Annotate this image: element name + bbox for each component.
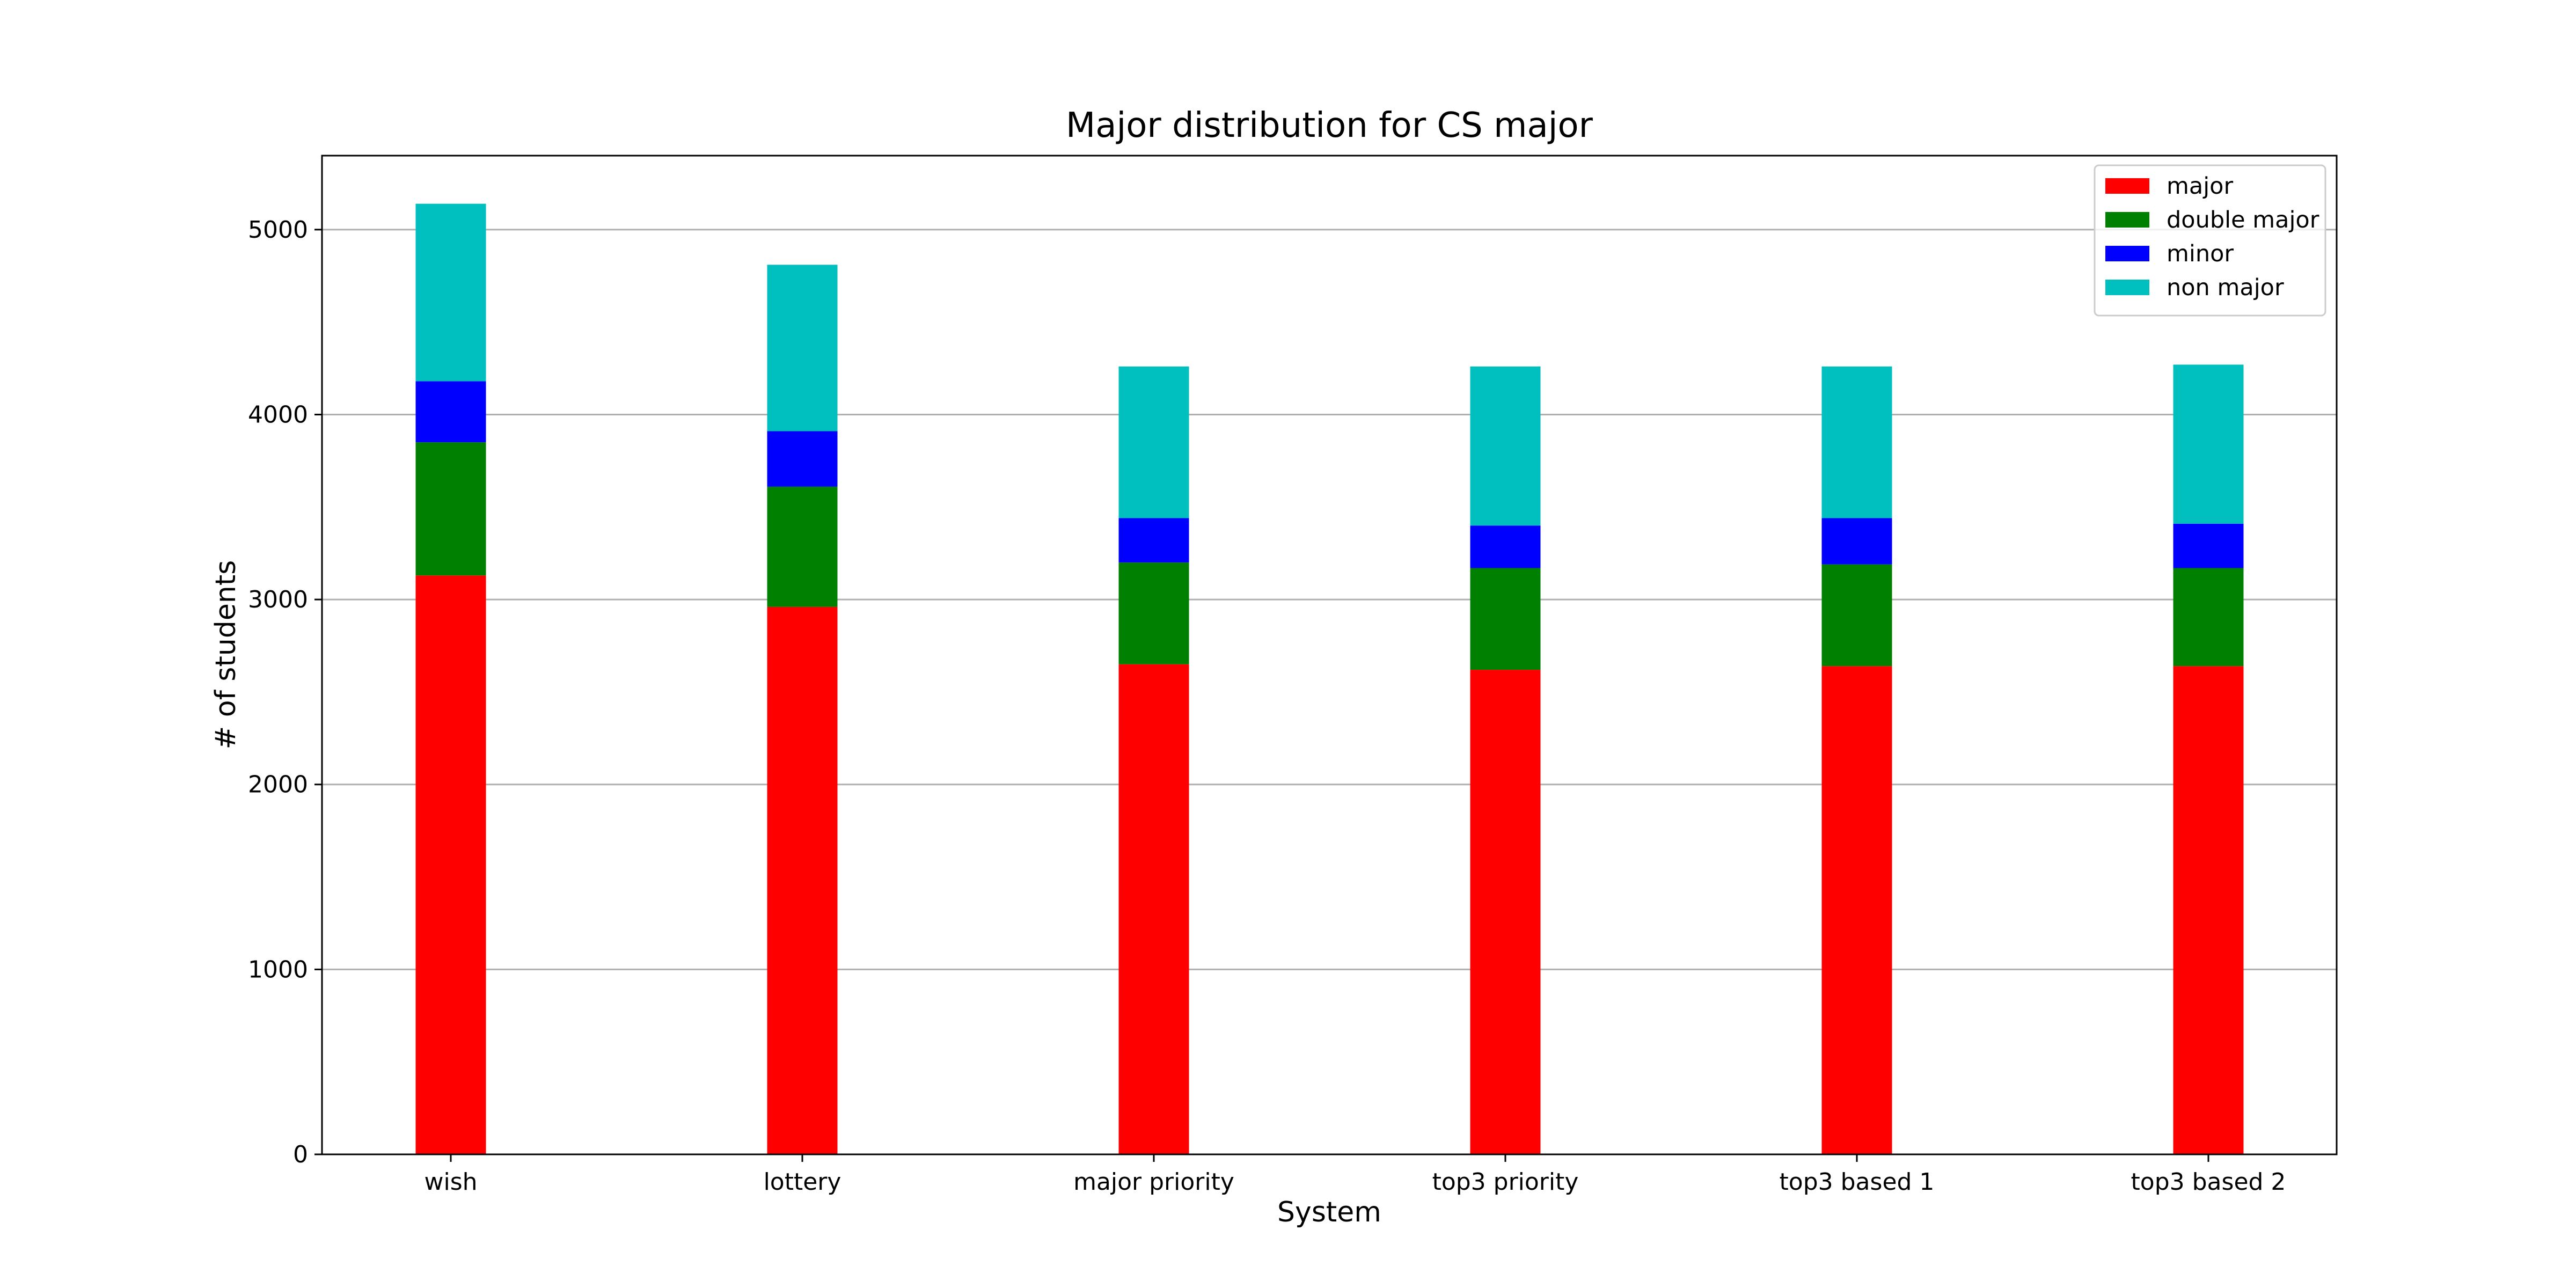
- bar-minor-4: [1821, 518, 1892, 565]
- bar-minor-0: [415, 381, 486, 443]
- bar-minor-1: [767, 431, 838, 487]
- legend-swatch-major: [2105, 178, 2149, 194]
- bar-major-2: [1118, 664, 1189, 1154]
- bar-non-major-2: [1118, 366, 1189, 518]
- bar-non-major-5: [2173, 364, 2244, 524]
- bar-major-4: [1821, 666, 1892, 1154]
- bar-major-5: [2173, 666, 2244, 1154]
- bar-double-major-2: [1118, 562, 1189, 664]
- y-axis: 0 1000 2000 3000 4000 5000: [248, 216, 322, 1168]
- legend-box: [2094, 164, 2326, 317]
- x-axis-label: System: [1277, 1196, 1381, 1228]
- x-tick-label: top3 based 2: [2131, 1168, 2286, 1196]
- bar-non-major-3: [1470, 366, 1541, 526]
- x-tick-label: top3 based 1: [1780, 1168, 1935, 1196]
- y-tick-label: 3000: [248, 586, 308, 613]
- legend-label-non-major: non major: [2167, 274, 2284, 301]
- bar-minor-5: [2173, 523, 2244, 568]
- x-tick-label: top3 priority: [1432, 1168, 1579, 1196]
- legend: major double major minor non major: [2094, 164, 2326, 317]
- bar-double-major-1: [767, 486, 838, 607]
- bar-double-major-5: [2173, 568, 2244, 667]
- bar-major-0: [415, 575, 486, 1154]
- x-tick-label: major priority: [1073, 1168, 1234, 1196]
- bar-double-major-0: [415, 442, 486, 576]
- bar-major-3: [1470, 670, 1541, 1154]
- y-tick-label: 2000: [248, 771, 308, 799]
- legend-swatch-minor: [2105, 246, 2149, 261]
- x-axis: wish lottery major priority top3 priority to…: [424, 1154, 2286, 1196]
- legend-swatch-double-major: [2105, 212, 2149, 228]
- y-tick-label: 1000: [248, 956, 308, 983]
- bar-double-major-4: [1821, 564, 1892, 667]
- legend-swatch-non-major: [2105, 280, 2149, 295]
- y-tick-label: 5000: [248, 216, 308, 244]
- bars: [415, 203, 2244, 1154]
- x-tick-label: lottery: [764, 1168, 841, 1196]
- y-tick-label: 4000: [248, 401, 308, 428]
- legend-label-major: major: [2167, 173, 2233, 200]
- bar-major-1: [767, 606, 838, 1154]
- y-tick-label: 0: [293, 1141, 308, 1168]
- y-axis-label: # of students: [210, 560, 242, 750]
- bar-minor-3: [1470, 525, 1541, 568]
- bar-non-major-0: [415, 203, 486, 382]
- legend-label-minor: minor: [2167, 240, 2234, 267]
- x-tick-label: wish: [424, 1168, 477, 1196]
- plot-frame: [321, 155, 2338, 1155]
- bar-minor-2: [1118, 518, 1189, 563]
- chart-title: Major distribution for CS major: [1066, 106, 1593, 145]
- bar-non-major-1: [767, 265, 838, 431]
- bar-non-major-4: [1821, 366, 1892, 518]
- legend-label-double-major: double major: [2167, 207, 2319, 233]
- bar-double-major-3: [1470, 568, 1541, 670]
